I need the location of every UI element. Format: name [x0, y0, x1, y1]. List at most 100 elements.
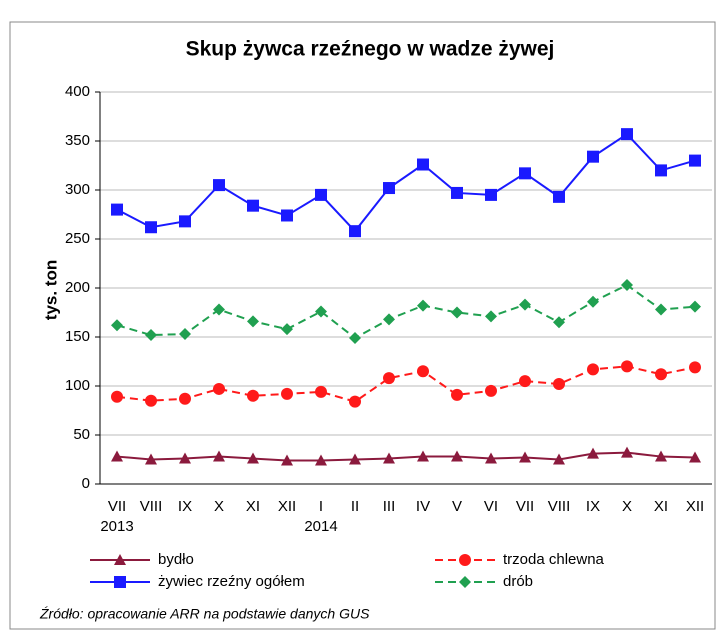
marker [179, 392, 191, 405]
marker [111, 203, 123, 216]
x-tick-label: VII [108, 498, 126, 515]
marker [587, 447, 599, 459]
marker [655, 164, 667, 177]
legend-label: żywiec rzeźny ogółem [158, 573, 305, 590]
legend-label: trzoda chlewna [503, 551, 605, 568]
marker [383, 452, 395, 464]
marker [247, 315, 259, 328]
marker [281, 209, 293, 222]
marker [315, 385, 327, 398]
marker [417, 158, 429, 171]
marker [417, 365, 429, 378]
marker [145, 394, 157, 407]
marker [451, 186, 463, 199]
source: Źródło: opracowanie ARR na podstawie dan… [39, 606, 370, 622]
marker [349, 225, 361, 238]
x-tick-label: XII [278, 498, 296, 515]
marker [621, 446, 633, 458]
marker [689, 154, 701, 167]
marker [247, 199, 259, 212]
marker [519, 298, 531, 311]
marker [587, 150, 599, 163]
marker [383, 182, 395, 195]
marker [485, 310, 497, 323]
marker [621, 279, 633, 292]
marker [553, 378, 565, 391]
marker [145, 329, 157, 342]
x-tick-label: V [452, 498, 462, 515]
x-tick-label: VIII [548, 498, 571, 515]
x-tick-label: IV [416, 498, 430, 515]
x-tick-label: VIII [140, 498, 163, 515]
marker [145, 221, 157, 234]
legend-label: drób [503, 573, 533, 590]
marker [519, 375, 531, 388]
x-tick-label: X [214, 498, 224, 515]
marker [247, 389, 259, 402]
marker [315, 188, 327, 201]
marker [247, 452, 259, 464]
marker [281, 387, 293, 400]
y-tick-label: 150 [65, 328, 90, 345]
marker [655, 450, 667, 462]
series-line [116, 283, 696, 340]
marker [213, 382, 225, 395]
x-tick-label: VII [516, 498, 534, 515]
marker [349, 395, 361, 408]
marker [114, 554, 126, 565]
y-axis-label: tys. ton [41, 260, 60, 320]
x-tick-label: IX [178, 498, 192, 515]
marker [383, 372, 395, 385]
marker [621, 360, 633, 373]
marker [485, 452, 497, 464]
series-line [116, 451, 696, 462]
marker [519, 167, 531, 180]
marker [145, 453, 157, 465]
y-tick-label: 200 [65, 279, 90, 296]
y-tick-label: 100 [65, 377, 90, 394]
x-tick-label: XII [686, 498, 704, 515]
marker [111, 319, 123, 332]
marker [417, 299, 429, 312]
marker [451, 306, 463, 319]
x-tick-label: VI [484, 498, 498, 515]
marker [519, 451, 531, 463]
marker [315, 454, 327, 466]
marker [213, 450, 225, 462]
marker [655, 368, 667, 381]
series-line [116, 365, 696, 403]
marker [655, 303, 667, 316]
marker [114, 576, 126, 588]
y-tick-label: 50 [73, 426, 90, 443]
marker [213, 303, 225, 316]
x-tick-label: III [383, 498, 396, 515]
y-tick-label: 350 [65, 132, 90, 149]
marker [417, 450, 429, 462]
y-tick-label: 300 [65, 181, 90, 198]
marker [383, 313, 395, 326]
marker [111, 450, 123, 462]
marker [485, 384, 497, 397]
marker [459, 576, 471, 588]
y-tick-label: 400 [65, 83, 90, 100]
year-label: 2013 [100, 518, 133, 535]
y-tick-label: 250 [65, 230, 90, 247]
legend-label: bydło [158, 551, 194, 568]
x-tick-label: X [622, 498, 632, 515]
chart-title: Skup żywca rzeźnego w wadze żywej [186, 38, 555, 61]
x-tick-label: I [319, 498, 323, 515]
marker [689, 361, 701, 374]
marker [553, 190, 565, 203]
marker [451, 388, 463, 401]
year-label: 2014 [304, 518, 337, 535]
x-tick-label: XI [246, 498, 260, 515]
marker [349, 331, 361, 344]
marker [451, 450, 463, 462]
marker [179, 328, 191, 341]
marker [485, 188, 497, 201]
x-tick-label: XI [654, 498, 668, 515]
marker [587, 363, 599, 376]
marker [349, 453, 361, 465]
